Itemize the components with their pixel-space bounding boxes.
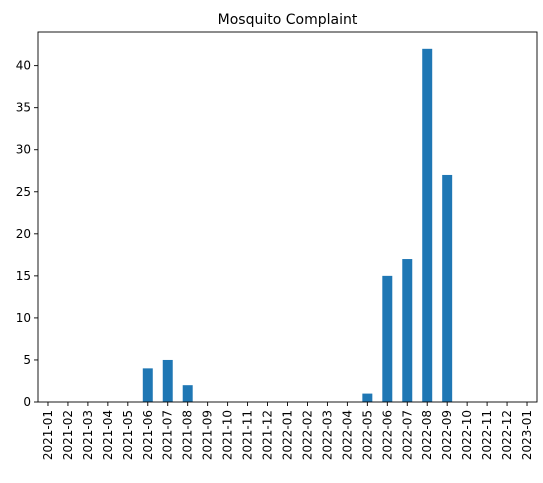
bar-2022-09 [442,174,453,402]
y-tick-label: 5 [23,353,31,367]
x-tick-label-2022-09: 2022-09 [440,410,454,460]
x-tick-label-2022-01: 2022-01 [281,410,295,460]
y-tick-label: 25 [16,185,31,199]
x-tick-label-2021-09: 2021-09 [201,410,215,460]
x-tick-label-2021-08: 2021-08 [181,410,195,460]
x-tick-label-2021-07: 2021-07 [161,410,175,460]
y-tick-label: 10 [16,311,31,325]
y-tick-label: 15 [16,269,31,283]
x-tick-label-2022-02: 2022-02 [300,410,314,460]
bars-group [142,48,453,403]
x-tick-label-2022-07: 2022-07 [400,410,414,460]
y-tick-label: 20 [16,227,31,241]
bar-2021-06 [142,368,153,402]
y-tick-label: 0 [23,395,31,409]
chart-title: Mosquito Complaint [218,12,358,28]
x-tick-label-2022-04: 2022-04 [340,410,354,460]
y-axis: 0 5 10 15 20 25 30 35 40 [16,59,38,409]
plot-frame [37,31,538,403]
x-axis: 2021-01 2021-02 2021-03 2021-04 2021-05 2021-… [41,402,534,460]
x-tick-label-2022-08: 2022-08 [420,410,434,460]
bar-2022-08 [422,48,433,403]
bar-2022-07 [402,259,413,402]
y-tick-label: 30 [16,143,31,157]
x-tick-label-2022-11: 2022-11 [480,410,494,460]
x-tick-label-2022-05: 2022-05 [360,410,374,460]
x-tick-label-2021-03: 2021-03 [81,410,95,460]
x-tick-label-2021-05: 2021-05 [121,410,135,460]
x-tick-label-2021-10: 2021-10 [221,410,235,460]
x-tick-label-2022-03: 2022-03 [320,410,334,460]
bar-2022-06 [382,275,393,402]
x-tick-label-2021-06: 2021-06 [141,410,155,460]
x-tick-label-2021-01: 2021-01 [41,410,55,460]
y-tick-label: 35 [16,101,31,115]
x-tick-label-2022-12: 2022-12 [500,410,514,460]
x-tick-label-2021-02: 2021-02 [61,410,75,460]
x-tick-label-2023-01: 2023-01 [520,410,534,460]
bar-2021-07 [162,359,173,402]
x-tick-label-2022-10: 2022-10 [460,410,474,460]
y-tick-label: 40 [16,59,31,73]
x-tick-label-2022-06: 2022-06 [380,410,394,460]
x-tick-label-2021-11: 2021-11 [241,410,255,460]
bar-2021-08 [182,385,193,402]
x-tick-label-2021-12: 2021-12 [261,410,275,460]
bar-2022-05 [362,393,373,402]
x-tick-label-2021-04: 2021-04 [101,410,115,460]
